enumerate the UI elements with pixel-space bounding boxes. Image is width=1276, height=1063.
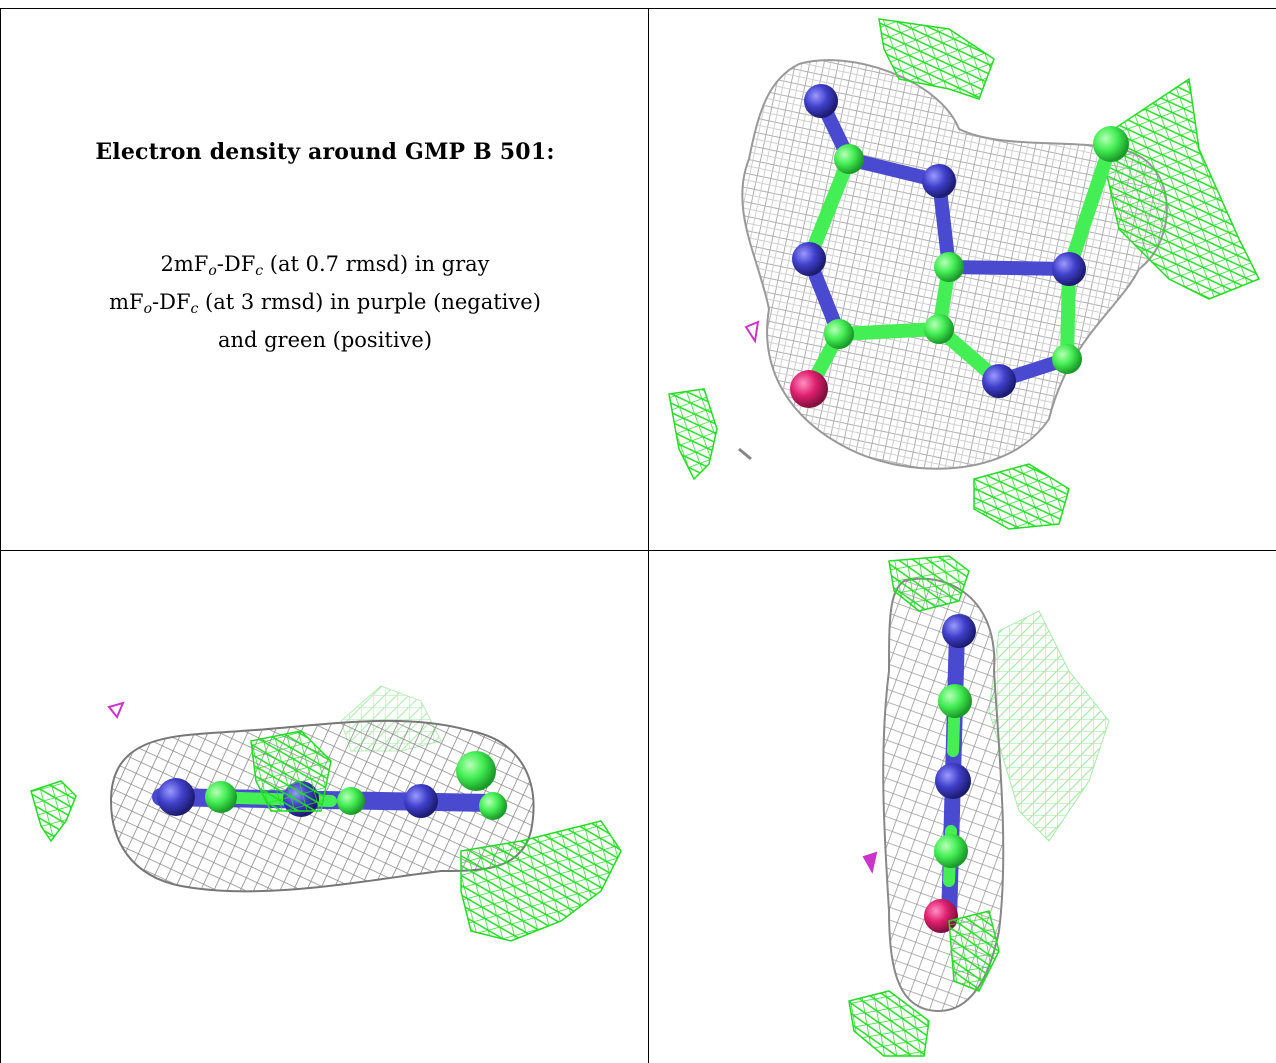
density-negative-blob (107, 701, 125, 719)
legend-line-2: mFo-DFc (at 3 rmsd) in purple (negative) (109, 290, 541, 317)
density-positive-blob (460, 820, 622, 942)
density-small-gray (738, 447, 752, 461)
density-positive-blob (30, 780, 77, 843)
density-negative-blob (862, 851, 878, 874)
atom-nitrogen (804, 84, 838, 118)
density-negative-blob (744, 320, 760, 344)
density-positive-blob (1098, 77, 1261, 300)
legend-line-3: and green (positive) (217, 328, 433, 352)
atom-carbon (938, 684, 972, 718)
molecule-view-edge-horizontal (1, 551, 648, 1063)
table-middle-border (0, 550, 1276, 551)
atom-carbon (205, 781, 237, 813)
atom-carbon (934, 834, 968, 868)
atom-carbon (934, 252, 964, 282)
atom-nitrogen (404, 784, 438, 818)
density-positive-blob (878, 18, 995, 100)
atom-carbon (834, 144, 864, 174)
atom-carbon (824, 319, 854, 349)
molecule-view-face (649, 9, 1276, 550)
density-positive-blob (250, 730, 332, 812)
table-left-border (0, 8, 1, 1063)
atom-oxygen (790, 370, 828, 408)
table-center-border (648, 8, 649, 1063)
density-positive-blob (848, 990, 930, 1057)
atom-nitrogen (982, 364, 1016, 398)
atom-nitrogen (1052, 252, 1086, 286)
figure-legend: 2mFo-DFc (at 0.7 rmsd) in gray mFo-DFc (… (1, 249, 648, 356)
atom-carbon (924, 314, 954, 344)
molecule-view-edge-vertical (649, 551, 1276, 1063)
density-positive-blob (948, 910, 1000, 992)
atom-carbon (479, 792, 507, 820)
figure-title: Electron density around GMP B 501: (95, 139, 555, 165)
atom-nitrogen (157, 778, 195, 816)
density-positive-blob (973, 463, 1070, 530)
atom-nitrogen (792, 242, 826, 276)
atom-nitrogen (922, 164, 956, 198)
atom-carbon (1052, 344, 1082, 374)
density-positive-blob (668, 388, 718, 481)
density-positive-faded (988, 610, 1110, 842)
atom-carbon (1093, 126, 1129, 162)
atom-carbon (456, 751, 496, 791)
atom-nitrogen (935, 763, 971, 799)
edge-horizontal-svg (30, 685, 622, 942)
caption-cell: Electron density around GMP B 501: 2mFo-… (1, 9, 648, 550)
legend-line-1: 2mFo-DFc (at 0.7 rmsd) in gray (160, 252, 490, 279)
edge-vertical-svg (848, 555, 1110, 1057)
density-positive-blob (888, 555, 970, 612)
atom-carbon (337, 787, 365, 815)
table-top-border (0, 8, 1276, 9)
molecule-atoms (790, 84, 1129, 408)
atom-nitrogen (942, 614, 976, 648)
face-view-svg (668, 18, 1261, 530)
